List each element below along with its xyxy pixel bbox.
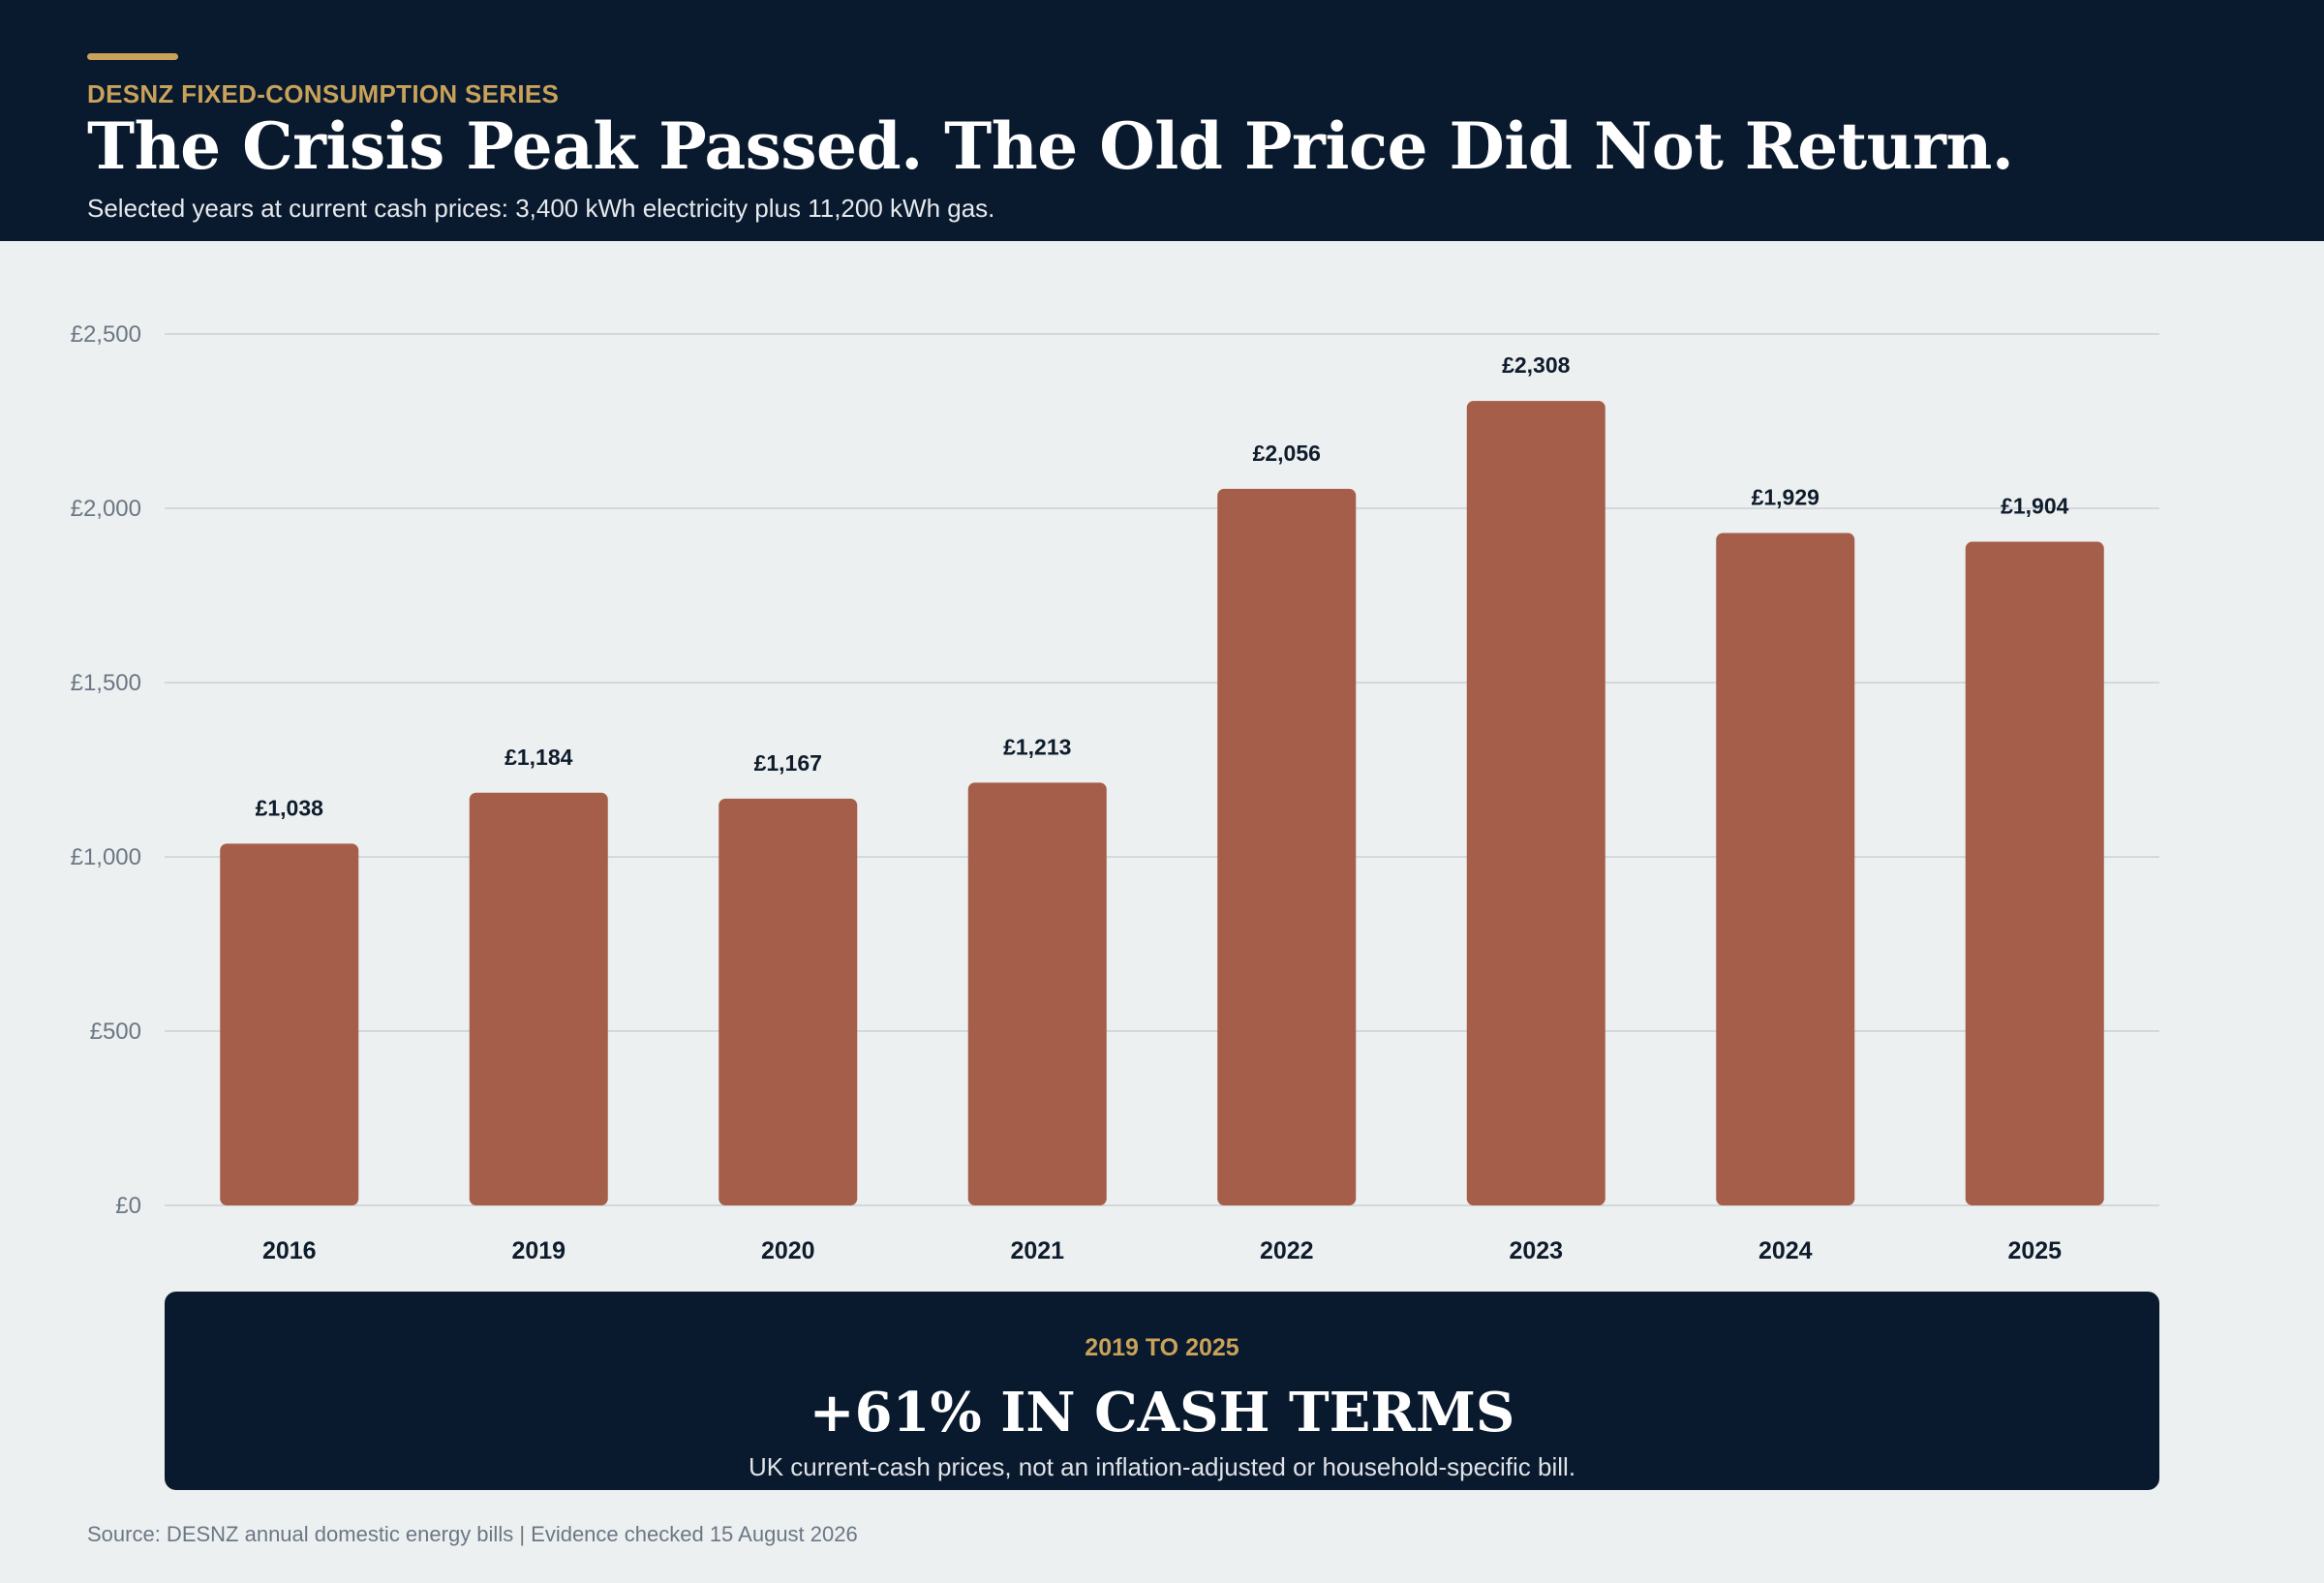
x-tick-label: 2019 [511,1237,566,1264]
data-label: £2,308 [1502,352,1571,378]
header-banner: DESNZ FIXED-CONSUMPTION SERIES The Crisi… [0,0,2324,241]
x-tick-label: 2025 [2007,1237,2062,1264]
bar-chart-svg: £0 £500 £1,000 £1,500 £2,000 £2,500 £1,038 2016… [71,321,2159,1264]
data-label: £1,184 [505,745,573,770]
data-label: £1,904 [2001,494,2069,519]
x-tick-label: 2016 [262,1237,317,1264]
y-tick-label: £0 [115,1193,141,1219]
y-tick-label: £2,500 [71,321,141,348]
callout-kicker: 2019 TO 2025 [1085,1334,1239,1361]
data-label: £1,213 [1003,734,1071,759]
bar [967,782,1107,1205]
x-tick-label: 2023 [1509,1237,1563,1264]
x-tick-label: 2020 [761,1237,815,1264]
accent-bar [87,53,178,60]
callout-headline: +61% IN CASH TERMS [809,1381,1515,1445]
data-label: £1,929 [1752,485,1819,510]
data-label: £1,038 [256,795,324,820]
page-title: The Crisis Peak Passed. The Old Price Di… [87,108,2014,184]
callout-box: 2019 TO 2025 +61% IN CASH TERMS UK curre… [165,1292,2159,1490]
y-tick-label: £500 [90,1019,141,1045]
y-tick-label: £2,000 [71,496,141,522]
x-tick-label: 2022 [1260,1237,1314,1264]
y-tick-label: £1,500 [71,670,141,696]
x-tick-label: 2021 [1010,1237,1064,1264]
bar [1217,488,1357,1206]
bar [1466,401,1605,1205]
data-label: £2,056 [1253,441,1321,466]
y-tick-label: £1,000 [71,844,141,870]
bar [719,798,858,1205]
bar [1716,533,1855,1205]
x-tick-label: 2024 [1758,1237,1813,1264]
source-note: Source: DESNZ annual domestic energy bil… [87,1522,858,1546]
callout-note: UK current-cash prices, not an inflation… [748,1452,1576,1481]
bar [469,792,608,1205]
bar [1965,541,2104,1205]
bar [220,843,359,1205]
bar-chart: £0 £500 £1,000 £1,500 £2,000 £2,500 £1,038 2016… [0,241,2324,1267]
eyebrow-label: DESNZ FIXED-CONSUMPTION SERIES [87,79,560,108]
data-label: £1,167 [754,750,822,776]
page-subtitle: Selected years at current cash prices: 3… [87,194,995,223]
